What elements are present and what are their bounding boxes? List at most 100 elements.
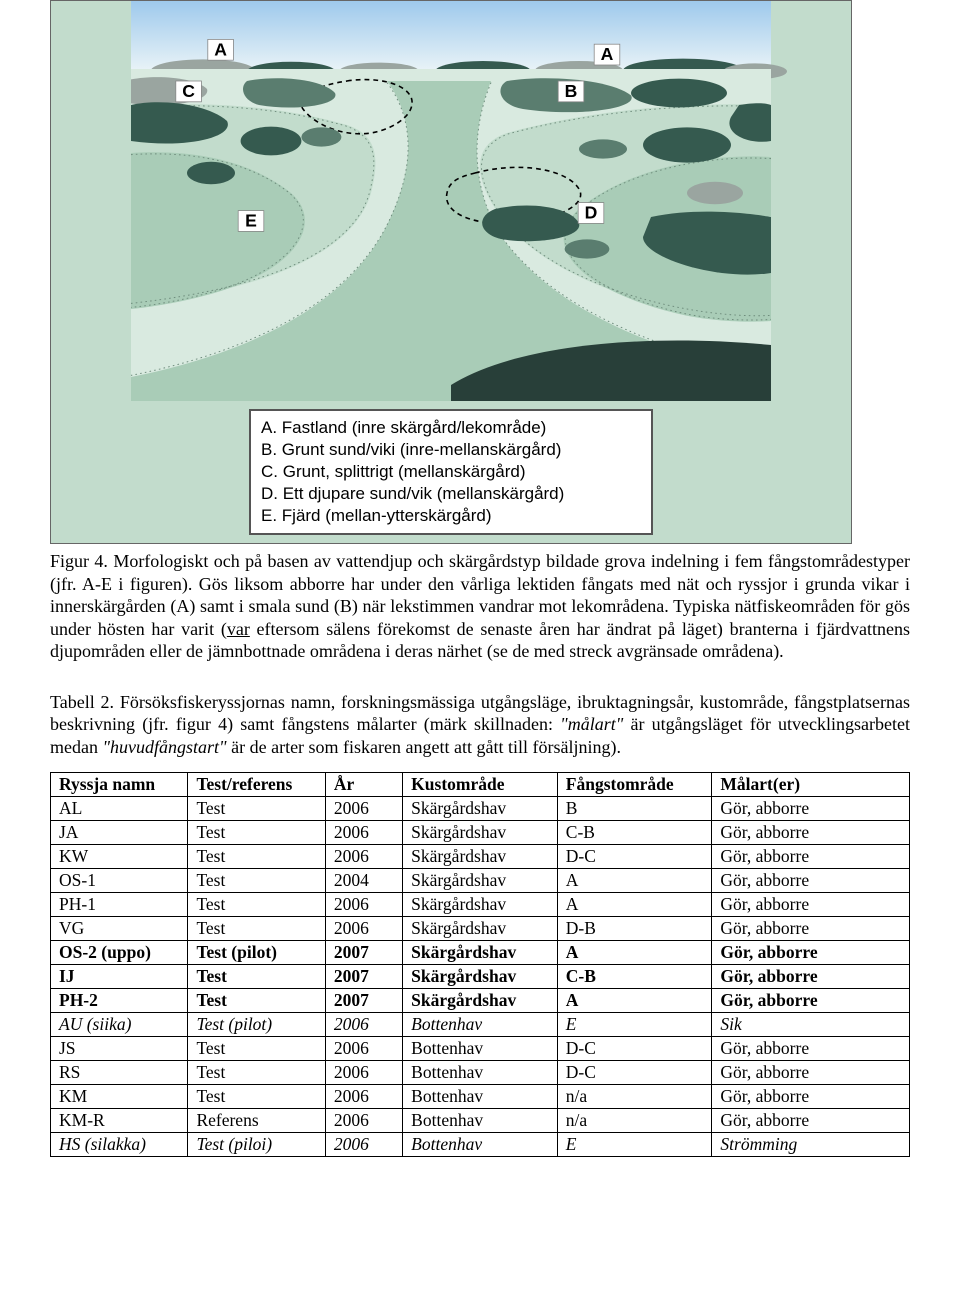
table-cell: Test (pilot) [188,1013,325,1037]
table-cell: 2006 [325,1037,402,1061]
table-cell: 2006 [325,1133,402,1157]
table-2-caption: Tabell 2. Försöksfiskeryssjornas namn, f… [50,691,910,759]
figure-4-caption: Figur 4. Morfologiskt och på basen av va… [50,550,910,663]
table-cell: Test [188,893,325,917]
table-cell: Skärgårdshav [403,797,558,821]
table-cell: Test [188,965,325,989]
map-svg: AABCDE [51,1,851,401]
table-row: OS-1Test2004SkärgårdshavAGör, abborre [51,869,910,893]
legend-item: C. Grunt, splittrigt (mellanskärgård) [261,461,641,483]
table-header-cell: År [325,773,402,797]
table-cell: Bottenhav [403,1037,558,1061]
table-cell: Gör, abborre [712,1109,910,1133]
table-cell: 2006 [325,1085,402,1109]
table-body: ALTest2006SkärgårdshavBGör, abborreJATes… [51,797,910,1157]
table-header-cell: Fångstområde [557,773,712,797]
table-cell: 2006 [325,893,402,917]
table-cell: Test (pilot) [188,941,325,965]
table-cell: 2006 [325,917,402,941]
caption-prefix: Tabell 2. [50,692,120,712]
table-cell: 2006 [325,797,402,821]
table-cell: Sik [712,1013,910,1037]
table-cell: Strömming [712,1133,910,1157]
table-header-cell: Ryssja namn [51,773,188,797]
table-cell: 2007 [325,965,402,989]
map-label-text: A [214,39,227,59]
table-row: AU (siika)Test (pilot)2006BottenhavESik [51,1013,910,1037]
table-row: PH-1Test2006SkärgårdshavAGör, abborre [51,893,910,917]
table-cell: OS-2 (uppo) [51,941,188,965]
table-cell: n/a [557,1109,712,1133]
table-cell: Gör, abborre [712,845,910,869]
table-cell: Gör, abborre [712,893,910,917]
table-header-cell: Kustområde [403,773,558,797]
table-cell: A [557,989,712,1013]
table-row: OS-2 (uppo)Test (pilot)2007SkärgårdshavA… [51,941,910,965]
table-row: IJTest2007SkärgårdshavC-BGör, abborre [51,965,910,989]
table-2: Ryssja namnTest/referensÅrKustområdeFång… [50,772,910,1157]
map-label-text: D [585,203,598,223]
table-cell: B [557,797,712,821]
map-label-text: E [245,211,257,231]
table-cell: AL [51,797,188,821]
table-cell: Test [188,917,325,941]
table-cell: Skärgårdshav [403,965,558,989]
caption-italic: "målart" [560,714,623,734]
table-row: VGTest2006SkärgårdshavD-BGör, abborre [51,917,910,941]
table-cell: 2007 [325,941,402,965]
table-cell: Bottenhav [403,1013,558,1037]
table-cell: A [557,941,712,965]
table-cell: D-C [557,1061,712,1085]
table-cell: Test [188,869,325,893]
figure-4-map: AABCDE A. Fastland (inre skärgård/lekomr… [50,0,852,544]
table-cell: Test [188,1037,325,1061]
table-cell: Gör, abborre [712,1061,910,1085]
caption-underlined: var [227,619,250,639]
table-cell: A [557,893,712,917]
table-row: KWTest2006SkärgårdshavD-CGör, abborre [51,845,910,869]
table-cell: 2006 [325,845,402,869]
table-cell: Gör, abborre [712,869,910,893]
table-cell: Test [188,797,325,821]
table-header-cell: Målart(er) [712,773,910,797]
table-cell: Skärgårdshav [403,821,558,845]
table-cell: PH-2 [51,989,188,1013]
table-cell: D-C [557,845,712,869]
table-cell: 2006 [325,821,402,845]
table-cell: Referens [188,1109,325,1133]
table-cell: Bottenhav [403,1085,558,1109]
table-cell: Skärgårdshav [403,941,558,965]
table-cell: Test [188,989,325,1013]
table-cell: KW [51,845,188,869]
legend-item: D. Ett djupare sund/vik (mellanskärgård) [261,483,641,505]
table-cell: Gör, abborre [712,797,910,821]
table-row: JATest2006SkärgårdshavC-BGör, abborre [51,821,910,845]
table-row: PH-2Test2007SkärgårdshavAGör, abborre [51,989,910,1013]
table-cell: Gör, abborre [712,917,910,941]
table-cell: Skärgårdshav [403,869,558,893]
caption-text: är de arter som fiskaren angett att gått… [227,737,621,757]
table-cell: D-B [557,917,712,941]
table-cell: Gör, abborre [712,965,910,989]
table-cell: Bottenhav [403,1133,558,1157]
table-cell: Gör, abborre [712,1037,910,1061]
table-cell: D-C [557,1037,712,1061]
table-cell: KM-R [51,1109,188,1133]
table-cell: Gör, abborre [712,941,910,965]
table-header-row: Ryssja namnTest/referensÅrKustområdeFång… [51,773,910,797]
table-cell: 2006 [325,1061,402,1085]
table-cell: RS [51,1061,188,1085]
table-cell: Test [188,1085,325,1109]
table-cell: C-B [557,965,712,989]
table-cell: Bottenhav [403,1109,558,1133]
table-cell: E [557,1013,712,1037]
table-row: HS (silakka)Test (piloi)2006BottenhavESt… [51,1133,910,1157]
table-cell: n/a [557,1085,712,1109]
caption-prefix: Figur 4. [50,551,113,571]
table-cell: PH-1 [51,893,188,917]
table-cell: OS-1 [51,869,188,893]
figure-legend: A. Fastland (inre skärgård/lekområde) B.… [249,409,653,535]
legend-item: B. Grunt sund/viki (inre-mellanskärgård) [261,439,641,461]
table-row: KM-RReferens2006Bottenhavn/aGör, abborre [51,1109,910,1133]
table-cell: Gör, abborre [712,989,910,1013]
